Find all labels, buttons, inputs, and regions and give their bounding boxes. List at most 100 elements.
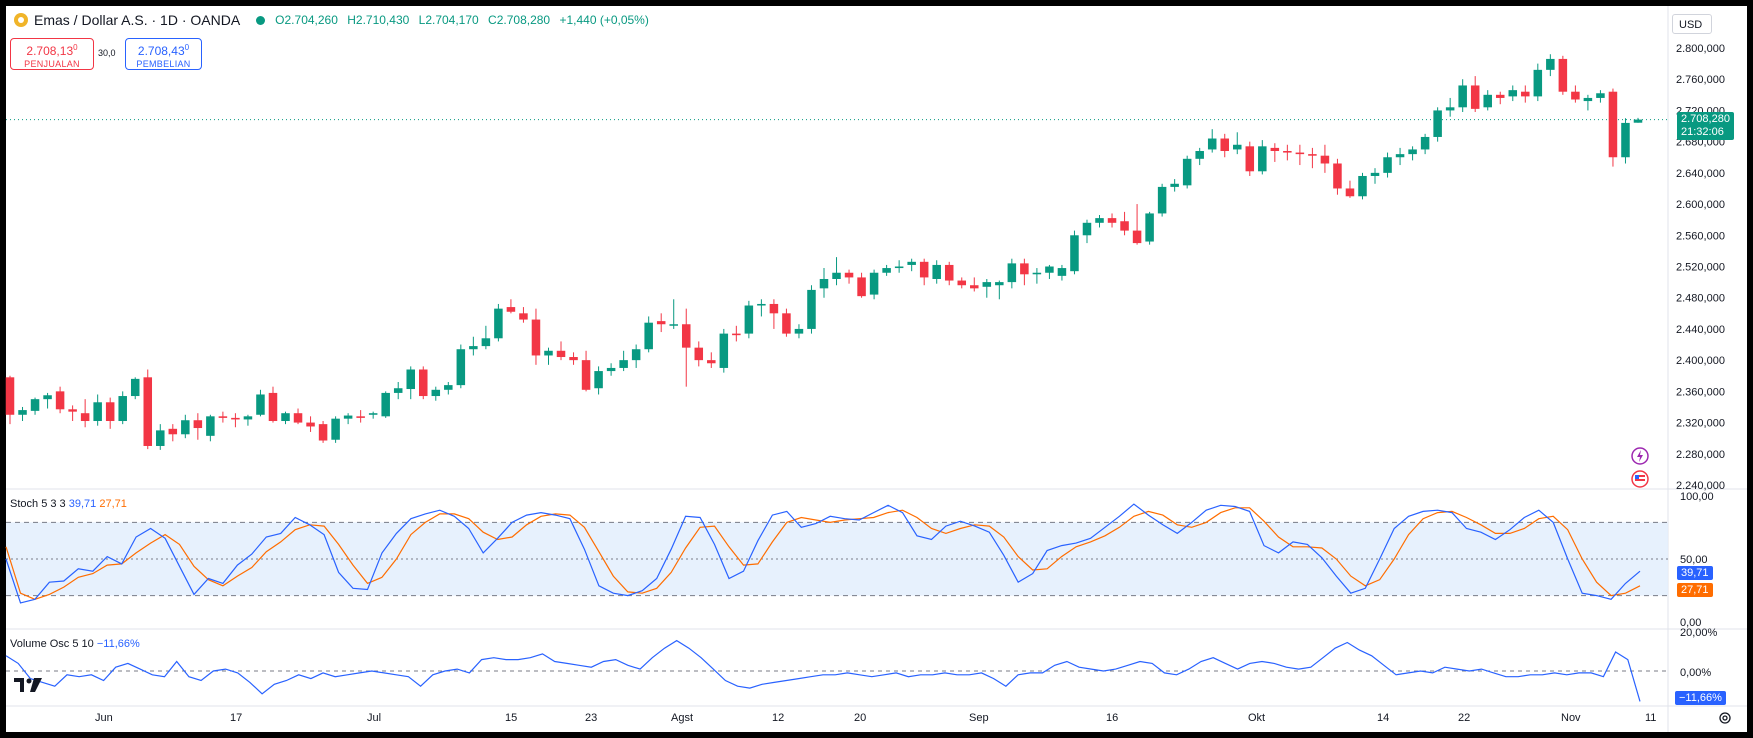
candle-body bbox=[1170, 183, 1179, 187]
candle-body bbox=[869, 272, 879, 295]
candle-body bbox=[782, 313, 791, 334]
currency-selector[interactable]: USD bbox=[1672, 14, 1712, 34]
candle-body bbox=[1345, 188, 1355, 197]
price-tick-label: 2.480,000 bbox=[1676, 293, 1725, 305]
candle-body bbox=[1621, 122, 1630, 158]
candle-body bbox=[406, 369, 415, 390]
candle-body bbox=[932, 264, 941, 279]
time-axis-label: 23 bbox=[585, 712, 598, 724]
candle-body bbox=[218, 416, 228, 418]
candle-body bbox=[143, 377, 153, 446]
candle-body bbox=[1445, 107, 1455, 111]
time-axis-label: 20 bbox=[854, 712, 867, 724]
ohlc-values: O2.704,260 H2.710,430 L2.704,170 C2.708,… bbox=[275, 13, 655, 27]
stoch-legend[interactable]: Stoch 5 3 3 39,71 27,71 bbox=[10, 498, 127, 510]
candle-body bbox=[970, 285, 979, 289]
candle-body bbox=[919, 261, 929, 278]
close-value: C2.708,280 bbox=[488, 13, 551, 27]
volume-osc-line bbox=[5, 639, 1641, 702]
us-flag-event-icon[interactable] bbox=[1631, 470, 1649, 488]
candle-body bbox=[807, 289, 816, 329]
stoch-d-tag: 27,71 bbox=[1677, 583, 1713, 597]
time-axis-label: Jun bbox=[95, 712, 113, 724]
candle-body bbox=[1470, 85, 1480, 109]
change-value: +1,440 (+0,05%) bbox=[559, 13, 649, 27]
volume-osc-legend[interactable]: Volume Osc 5 10 −11,66% bbox=[10, 638, 140, 650]
candle-body bbox=[381, 392, 390, 417]
candle-body bbox=[5, 377, 15, 415]
candle-body bbox=[1195, 151, 1204, 159]
candle-body bbox=[1408, 149, 1417, 155]
volume-osc-params: 5 10 bbox=[72, 638, 94, 650]
volume-osc-axis-label: 20,00% bbox=[1680, 627, 1718, 639]
bar-countdown: 21:32:06 bbox=[1681, 126, 1724, 138]
candle-body bbox=[231, 417, 240, 420]
candle-body bbox=[1270, 147, 1280, 152]
candle-body bbox=[944, 264, 954, 281]
last-price-value: 2.708,280 bbox=[1681, 113, 1730, 125]
last-price-tag: 2.708,280 21:32:06 bbox=[1677, 112, 1734, 140]
candle-body bbox=[581, 360, 591, 390]
time-axis-label: 22 bbox=[1458, 712, 1471, 724]
candle-body bbox=[594, 371, 603, 389]
candle-body bbox=[544, 350, 553, 356]
sell-price-superscript: 0 bbox=[73, 43, 78, 52]
candle-body bbox=[556, 350, 566, 358]
volume-osc-name: Volume Osc bbox=[10, 638, 70, 650]
candle-body bbox=[68, 409, 77, 412]
stoch-k-line bbox=[5, 503, 1641, 604]
candle-body bbox=[631, 349, 641, 361]
symbol-header[interactable]: Emas / Dollar A.S. · 1D · OANDA O2.704,2… bbox=[14, 12, 655, 28]
candle-body bbox=[1608, 91, 1618, 158]
candle-body bbox=[318, 424, 328, 441]
stoch-axis-label: 50,00 bbox=[1680, 554, 1708, 566]
buy-button[interactable]: 2.708,430 PEMBELIAN bbox=[125, 38, 202, 70]
candle-body bbox=[1508, 90, 1518, 97]
candle-body bbox=[80, 413, 90, 422]
time-axis-label: Jul bbox=[367, 712, 382, 724]
candle-body bbox=[30, 399, 40, 411]
candle-body bbox=[118, 396, 127, 422]
candle-body bbox=[456, 349, 466, 386]
price-tick-label: 2.320,000 bbox=[1676, 418, 1725, 430]
candle-body bbox=[1032, 272, 1042, 275]
candle-body bbox=[844, 272, 854, 278]
candle-body bbox=[1495, 94, 1505, 98]
candle-body bbox=[1633, 119, 1643, 123]
candle-body bbox=[1521, 91, 1530, 97]
candle-body bbox=[1295, 152, 1305, 155]
settings-gear-icon[interactable] bbox=[1718, 711, 1732, 725]
candle-body bbox=[393, 388, 403, 393]
gold-symbol-icon bbox=[14, 13, 28, 27]
candle-body bbox=[707, 360, 716, 364]
candle-body bbox=[1583, 97, 1593, 102]
candle-body bbox=[1320, 155, 1330, 164]
candle-body bbox=[1358, 175, 1367, 197]
candle-body bbox=[343, 415, 353, 419]
candle-body bbox=[644, 322, 653, 350]
spread-value: 30,0 bbox=[98, 48, 116, 58]
candle-body bbox=[1558, 58, 1568, 92]
candle-body bbox=[1157, 186, 1167, 214]
candle-body bbox=[1132, 230, 1142, 244]
candle-body bbox=[130, 378, 140, 397]
candle-body bbox=[1433, 110, 1442, 137]
low-value: L2.704,170 bbox=[418, 13, 479, 27]
stoch-d-line bbox=[5, 507, 1641, 600]
stoch-name: Stoch bbox=[10, 498, 39, 510]
candle-body bbox=[1308, 154, 1317, 156]
candle-body bbox=[18, 410, 27, 415]
symbol-title[interactable]: Emas / Dollar A.S. · 1D · OANDA bbox=[34, 12, 241, 28]
candle-body bbox=[744, 305, 754, 334]
candle-body bbox=[531, 319, 541, 356]
stoch-k-tag: 39,71 bbox=[1677, 566, 1713, 580]
price-tick-label: 2.360,000 bbox=[1676, 386, 1725, 398]
candle-body bbox=[1007, 263, 1017, 283]
lightning-icon[interactable] bbox=[1631, 447, 1649, 465]
candle-body bbox=[306, 422, 315, 427]
candle-body bbox=[719, 333, 729, 368]
candle-body bbox=[832, 272, 841, 279]
candle-body bbox=[105, 402, 115, 422]
sell-button[interactable]: 2.708,130 PENJUALAN bbox=[10, 38, 94, 70]
